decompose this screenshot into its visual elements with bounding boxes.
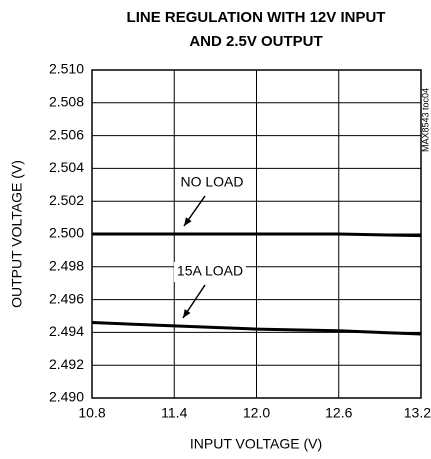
x-tick-label: 13.2 (404, 405, 431, 421)
y-tick-label: 2.502 (49, 192, 84, 208)
figure-note: MAX8543 toc04 (420, 88, 430, 152)
x-tick-label: 12.6 (325, 405, 352, 421)
y-tick-label: 2.490 (49, 389, 84, 405)
annotation: 15A LOAD (177, 263, 243, 279)
y-tick-label: 2.498 (49, 258, 84, 274)
y-tick-label: 2.494 (49, 323, 84, 339)
arrow-head (183, 309, 191, 318)
y-axis-label: OUTPUT VOLTAGE (V) (9, 160, 25, 308)
y-tick-label: 2.500 (49, 225, 84, 241)
arrow-head (184, 217, 192, 226)
x-axis-label: INPUT VOLTAGE (V) (190, 436, 322, 452)
x-tick-label: 10.8 (78, 405, 105, 421)
y-tick-label: 2.510 (49, 61, 84, 77)
chart-subtitle: AND 2.5V OUTPUT (189, 33, 322, 50)
x-tick-label: 12.0 (243, 405, 270, 421)
line-series (92, 232, 422, 238)
y-tick-label: 2.492 (49, 356, 84, 372)
y-tick-label: 2.504 (49, 159, 84, 175)
y-tick-label: 2.506 (49, 126, 84, 142)
x-tick-label: 11.4 (161, 405, 187, 421)
y-tick-label: 2.508 (49, 94, 84, 110)
annotation-background (174, 262, 246, 282)
y-tick-label: 2.496 (49, 290, 84, 306)
annotation-background (176, 173, 248, 193)
annotation: NO LOAD (180, 174, 243, 190)
chart-title: LINE REGULATION WITH 12V INPUT (127, 9, 386, 26)
line-series (91, 321, 422, 336)
